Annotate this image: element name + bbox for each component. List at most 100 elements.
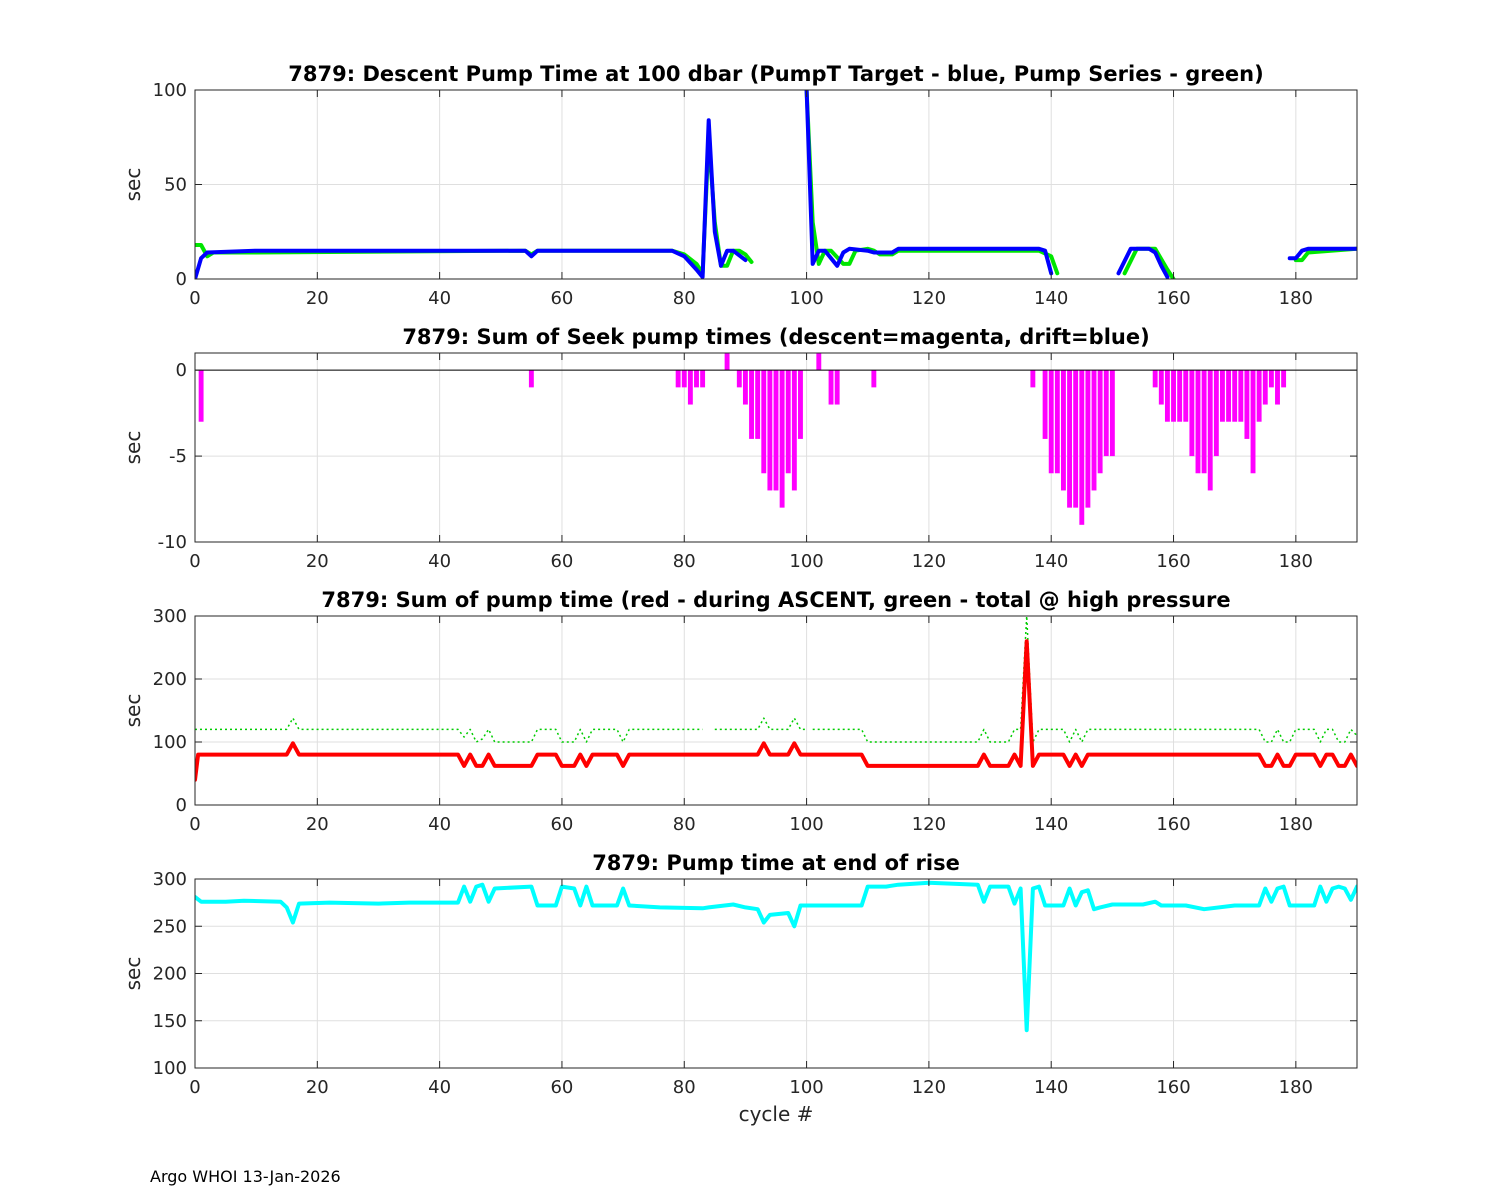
x-tick-label: 0 [189, 288, 200, 309]
x-tick-label: 180 [1279, 814, 1313, 835]
bar [1213, 370, 1219, 457]
bar [871, 370, 877, 388]
bar [736, 370, 742, 388]
bar [1085, 370, 1091, 508]
bar [687, 370, 693, 405]
y-tick-label: 300 [153, 606, 187, 627]
bar [798, 370, 803, 439]
x-tick-label: 120 [912, 288, 946, 309]
x-tick-label: 40 [428, 814, 451, 835]
bar [1189, 370, 1195, 457]
y-axis-label: sec [121, 957, 145, 991]
x-tick-label: 140 [1034, 551, 1068, 572]
plot-area [195, 616, 1357, 805]
series-2-line [1287, 246, 1357, 261]
series-1-line [714, 717, 807, 731]
bar [785, 370, 791, 474]
bar [1042, 370, 1048, 439]
subplots: 0 20 40 60 80 100 120 140 160 180 0 50 100 7879: Desc… [121, 62, 1358, 1126]
x-tick-label: 180 [1279, 288, 1313, 309]
y-tick-label: 150 [153, 1011, 187, 1032]
x-tick-label: 100 [789, 551, 823, 572]
x-tick-label: 160 [1156, 551, 1190, 572]
x-tick-label: 160 [1156, 1077, 1190, 1098]
x-tick-label: 100 [789, 288, 823, 309]
x-tick-label: 20 [306, 1077, 329, 1098]
bar [681, 370, 687, 388]
y-tick-label: 250 [153, 916, 187, 937]
bar [816, 353, 822, 371]
bar [1183, 370, 1189, 422]
bar [694, 370, 699, 388]
bar [1207, 370, 1213, 491]
bar [1067, 370, 1073, 508]
bar [528, 370, 534, 388]
x-tick-label: 40 [428, 288, 451, 309]
x-tick-label: 80 [673, 814, 696, 835]
data-layer [195, 616, 1357, 782]
y-tick-label: 300 [153, 869, 187, 890]
bar [755, 370, 761, 439]
bar [742, 370, 748, 405]
x-axis-label: cycle # [739, 1102, 814, 1126]
x-tick-label: 120 [912, 1077, 946, 1098]
x-tick-label: 60 [550, 814, 573, 835]
y-tick-label: 0 [176, 795, 187, 816]
bar [1201, 370, 1207, 474]
bar [1177, 370, 1183, 422]
series-1-line [195, 880, 1357, 1033]
subplot-title: 7879: Pump time at end of rise [592, 851, 960, 875]
data-layer [195, 880, 1357, 1033]
data-layer [195, 90, 1357, 279]
bar [773, 370, 779, 491]
x-tick-label: 120 [912, 551, 946, 572]
x-tick-label: 140 [1034, 1077, 1068, 1098]
bar [1103, 370, 1109, 457]
bar [1158, 370, 1164, 405]
series-1-line [812, 616, 1357, 743]
y-tick-label: 200 [153, 669, 187, 690]
bar [1060, 370, 1066, 491]
bar [1232, 370, 1238, 422]
bar [1097, 370, 1103, 474]
bar [1226, 370, 1232, 422]
bar [761, 370, 767, 474]
bar [724, 353, 730, 371]
bar [834, 370, 840, 405]
bar [1109, 370, 1115, 457]
x-tick-label: 20 [306, 814, 329, 835]
axes-box [194, 615, 1358, 806]
x-tick-label: 40 [428, 1077, 451, 1098]
bar [1164, 370, 1170, 422]
series-1-line [1122, 246, 1176, 279]
x-tick-label: 180 [1279, 551, 1313, 572]
bar [1195, 370, 1201, 474]
bar [779, 370, 785, 508]
subplot-title: 7879: Sum of pump time (red - during ASC… [321, 588, 1230, 612]
bar [1091, 370, 1097, 491]
bar [1030, 370, 1036, 388]
series-2-line [195, 639, 1357, 782]
bar [1073, 370, 1079, 508]
series-2-line [1116, 246, 1170, 279]
x-tick-label: 160 [1156, 288, 1190, 309]
y-tick-label: -5 [169, 446, 187, 467]
bar [1256, 370, 1262, 422]
bar [1268, 370, 1274, 388]
x-tick-label: 60 [550, 1077, 573, 1098]
x-tick-label: 180 [1279, 1077, 1313, 1098]
bar [198, 370, 204, 422]
bar [1262, 370, 1268, 405]
x-tick-label: 160 [1156, 814, 1190, 835]
y-axis-label: sec [121, 431, 145, 465]
x-tick-label: 40 [428, 551, 451, 572]
bar [767, 370, 773, 491]
subplot-4: 0 20 40 60 80 100 120 140 160 180 100 150 200 250 300 7… [121, 851, 1358, 1126]
bar [1048, 370, 1054, 474]
bar [749, 370, 754, 439]
bar [1054, 370, 1060, 474]
subplot-2: 0 20 40 60 80 100 120 140 160 180 -10 -5 0 7879: Sum … [121, 325, 1358, 572]
x-tick-label: 80 [673, 551, 696, 572]
x-tick-label: 100 [789, 814, 823, 835]
